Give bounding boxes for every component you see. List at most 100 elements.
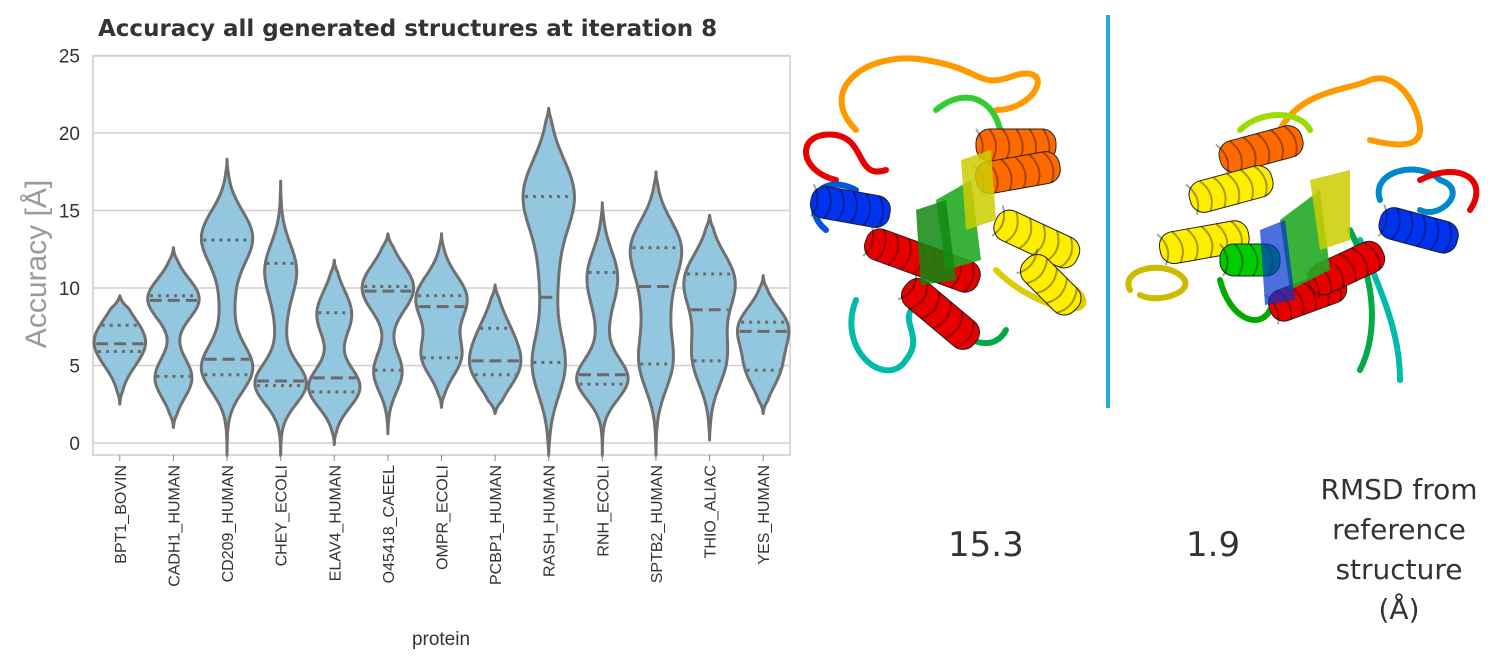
helix-turn [1200, 225, 1214, 258]
helix-turn [1014, 156, 1027, 189]
helix-turn [1018, 217, 1033, 250]
violin-plot: 0 5 10 15 20 25 BPT1_BOVIN CADH1_HUMAN CD209_HUM… [20, 47, 791, 650]
helix-turn [1228, 140, 1243, 172]
violin-elav4_human [307, 258, 362, 447]
x-tick-label: OMPR_ECOLI [435, 465, 452, 570]
helix-turn [1242, 136, 1257, 168]
rmsd-caption-line: RMSD from [1320, 473, 1478, 506]
helix-turn [887, 233, 900, 266]
x-tick-label: SPTB2_HUMAN [649, 465, 666, 583]
helix-turn [1351, 247, 1369, 276]
violin-o45418_caeel [360, 232, 416, 436]
violin-rash_human [521, 106, 576, 457]
helix-turn [909, 282, 929, 310]
helix-segment [1016, 248, 1082, 316]
helix-turn [1215, 143, 1230, 176]
protein-structure-image-left [803, 55, 1087, 374]
protein-structure-image-right [1125, 75, 1480, 383]
helix-turn [1198, 180, 1213, 212]
violin-sptb2_human [628, 170, 684, 457]
helix-turn [955, 320, 975, 349]
rmsd-caption-line: structure [1335, 553, 1463, 586]
helix-turn [849, 190, 858, 224]
helix-segment [809, 183, 891, 229]
helix-turn [1363, 241, 1381, 271]
helix-turn [1000, 158, 1013, 191]
y-axis-label: Accuracy [Å] [20, 180, 53, 348]
violin-yes_human [736, 274, 791, 416]
helix-turn [1234, 243, 1244, 277]
helix-turn [899, 238, 912, 271]
helix-turn [1219, 243, 1229, 277]
x-tick-label: RASH_HUMAN [542, 465, 559, 577]
helix-turn [1301, 280, 1318, 311]
helix-turn [932, 301, 952, 330]
y-tick-label: 10 [59, 279, 80, 300]
helix-turn [920, 292, 941, 320]
helix-turn [1171, 230, 1184, 264]
helix-turn [1032, 224, 1046, 256]
helix-turn [862, 193, 872, 227]
helix-turn [810, 183, 819, 217]
chart-title: Accuracy all generated structures at ite… [98, 16, 718, 42]
rmsd-caption: RMSD from reference structure (Å) [1318, 470, 1480, 630]
helix-turn [1249, 243, 1259, 277]
x-tick-label: THIO_ALIAC [703, 465, 720, 558]
helix-turn [1239, 169, 1254, 201]
helix-turn [1390, 207, 1401, 241]
y-tick-label: 15 [59, 202, 80, 223]
helix-body [1378, 207, 1459, 254]
helix-segment [897, 272, 981, 350]
violin-cadh1_human [146, 246, 201, 429]
violin-thio_aliac [682, 213, 737, 442]
helix-segment [1377, 204, 1459, 255]
violins [92, 106, 791, 457]
x-tick-label: CD209_HUMAN [220, 465, 237, 582]
y-tick-label: 25 [59, 47, 80, 68]
helix-turn [1016, 248, 1039, 275]
helix-turn [862, 224, 875, 257]
helix-turn [897, 272, 918, 301]
y-tick-label: 20 [59, 124, 80, 145]
helix-turn [1283, 125, 1298, 157]
x-tick-label: O45418_CAEEL [381, 465, 398, 583]
x-tick-label: CHEY_ECOLI [274, 465, 291, 566]
helix-turn [1403, 211, 1414, 244]
helix-turn [1185, 183, 1200, 216]
rmsd-caption-line: reference [1332, 513, 1466, 546]
helix-segment [991, 205, 1081, 269]
x-tick-label: BPT1_BOVIN [113, 465, 130, 564]
helix-turn [1226, 172, 1241, 205]
x-tick-label: CADH1_HUMAN [166, 465, 183, 587]
helix-turn [943, 311, 964, 339]
x-tick-label: ELAV4_HUMAN [327, 465, 344, 581]
helix-turn [823, 186, 832, 220]
violin-pcbp1_human [467, 283, 523, 416]
violin-chey_ecoli [253, 179, 308, 457]
helix-turn [1339, 252, 1357, 282]
helix-turn [1442, 221, 1453, 255]
y-tick-label: 0 [69, 434, 80, 455]
helix-turn [1253, 165, 1268, 197]
helix-body [1188, 165, 1274, 213]
helix-turn [991, 205, 1006, 237]
rmsd-caption-line: (Å) [1378, 593, 1420, 626]
helix-body [1019, 253, 1082, 316]
y-tick-label: 5 [69, 357, 80, 378]
helix-body [809, 185, 891, 228]
helix-turn [1212, 176, 1227, 208]
panel-divider [1106, 15, 1110, 408]
helix-turn [836, 188, 845, 222]
helix-turn [1269, 129, 1284, 161]
helix-turn [874, 229, 887, 262]
rmsd-value-left: 15.3 [948, 525, 1024, 565]
helix-turn [1156, 233, 1170, 266]
x-tick-label: PCBP1_HUMAN [488, 465, 505, 585]
helix-body [1307, 240, 1386, 296]
helix-turn [1256, 132, 1271, 165]
violin-rnh_ecoli [575, 201, 630, 457]
helix-turn [1186, 228, 1199, 261]
axes: 0 5 10 15 20 25 BPT1_BOVIN CADH1_HUMAN CD209_HUM… [59, 47, 773, 587]
helix-body [900, 277, 981, 350]
helix-turn [1042, 151, 1055, 184]
